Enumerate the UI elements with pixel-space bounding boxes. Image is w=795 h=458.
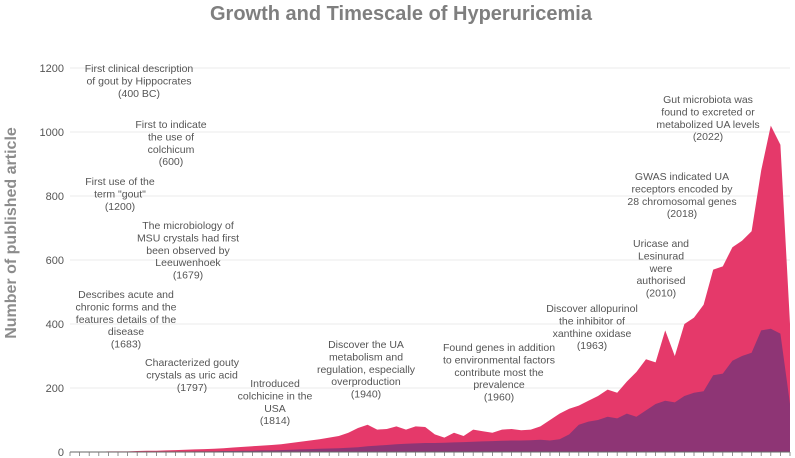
annotation-line: overproduction <box>331 376 401 388</box>
annotation-line: (2010) <box>646 288 676 300</box>
area-series <box>70 125 790 452</box>
annotation-line: (400 BC) <box>118 88 160 100</box>
y-axis-label: Number of published article <box>3 127 20 339</box>
y-tick-label: 800 <box>46 191 64 203</box>
annotation-line: Uricase and <box>633 238 689 250</box>
annotation-label: First use of the term "gout" (1200) <box>85 176 155 213</box>
y-tick-labels: 0 200 400 600 800 1000 1200 <box>40 63 64 458</box>
annotation-line: USA <box>264 403 286 415</box>
annotation-label: The microbiology of MSU crystals had firs… <box>137 220 239 282</box>
annotation-line: (2022) <box>693 131 723 143</box>
y-tick-label: 1000 <box>40 127 64 139</box>
annotation-line: chronic forms and the <box>76 301 177 313</box>
annotation-line: found to excreted or <box>661 106 755 118</box>
annotation-line: (2018) <box>667 208 697 220</box>
annotation-line: (1200) <box>105 201 135 213</box>
annotation-line: the inhibitor of <box>559 315 625 327</box>
annotation-line: (1940) <box>351 389 381 401</box>
annotation-line: 28 chromosomal genes <box>627 196 736 208</box>
annotation-line: xanthine oxidase <box>553 328 632 340</box>
annotation-label: Uricase and Lesinurad were authorised (2010) <box>633 238 689 300</box>
y-tick-label: 0 <box>58 447 64 458</box>
annotation-label: First clinical description of gout by Hip… <box>85 63 194 100</box>
annotation-line: Found genes in addition <box>443 342 555 354</box>
annotation-line: (1814) <box>260 415 290 427</box>
annotation-line: term "gout" <box>94 188 146 200</box>
chart-title: Growth and Timescale of Hyperuricemia <box>210 3 593 25</box>
annotation-line: (1960) <box>484 392 514 404</box>
annotation-line: contribute most the <box>454 367 543 379</box>
annotation-line: Lesinurad <box>638 250 684 262</box>
annotation-line: First use of the <box>85 176 155 188</box>
annotation-line: First clinical description <box>85 63 194 75</box>
annotation-label: Introduced colchicine in the USA (1814) <box>238 378 313 427</box>
annotation-line: were <box>649 263 673 275</box>
annotation-label: Describes acute and chronic forms and the… <box>76 289 177 351</box>
y-tick-label: 1200 <box>40 63 64 75</box>
annotation-label: Discover allopurinol the inhibitor of xant… <box>546 303 638 352</box>
annotations: First clinical description of gout by Hip… <box>76 63 760 427</box>
annotation-line: (600) <box>159 156 184 168</box>
annotation-line: Characterized gouty <box>145 357 240 369</box>
annotation-line: Discover allopurinol <box>546 303 638 315</box>
y-tick-label: 200 <box>46 383 64 395</box>
annotation-line: authorised <box>636 275 685 287</box>
annotation-label: Found genes in addition to environmental … <box>443 342 555 404</box>
annotation-line: Leeuwenhoek <box>155 257 221 269</box>
annotation-line: Describes acute and <box>78 289 174 301</box>
annotation-line: disease <box>108 326 144 338</box>
annotation-line: The microbiology of <box>142 220 234 232</box>
annotation-label: Discover the UA metabolism and regulation,… <box>317 339 416 401</box>
annotation-line: Gut microbiota was <box>663 94 753 106</box>
annotation-line: (1683) <box>111 339 141 351</box>
annotation-line: features details of the <box>76 314 177 326</box>
annotation-line: been observed by <box>146 245 230 257</box>
annotation-line: colchicum <box>148 144 195 156</box>
annotation-line: MSU crystals had first <box>137 232 239 244</box>
annotation-label: Characterized gouty crystals as uric acid… <box>145 357 240 394</box>
annotation-line: Introduced <box>250 378 300 390</box>
annotation-label: First to indicate the use of colchicum (600… <box>135 119 206 168</box>
x-axis <box>69 451 791 456</box>
annotation-line: receptors encoded by <box>632 183 734 195</box>
annotation-line: prevalence <box>473 379 525 391</box>
y-tick-label: 600 <box>46 255 64 267</box>
annotation-label: GWAS indicated UA receptors encoded by 28 … <box>627 171 736 220</box>
annotation-label: Gut microbiota was found to excreted or me… <box>656 94 759 143</box>
annotation-line: metabolism and <box>329 351 403 363</box>
annotation-line: colchicine in the <box>238 390 313 402</box>
annotation-line: to environmental factors <box>443 354 555 366</box>
annotation-line: metabolized UA levels <box>656 119 759 131</box>
annotation-line: (1679) <box>173 270 203 282</box>
annotation-line: (1797) <box>177 382 207 394</box>
annotation-line: of gout by Hippocrates <box>86 75 191 87</box>
annotation-line: First to indicate <box>135 119 206 131</box>
annotation-line: GWAS indicated UA <box>635 171 729 183</box>
annotation-line: regulation, especially <box>317 364 416 376</box>
annotation-line: (1963) <box>577 340 607 352</box>
annotation-line: Discover the UA <box>328 339 404 351</box>
annotation-line: the use of <box>148 131 194 143</box>
series-area-2 <box>70 328 790 452</box>
y-tick-label: 400 <box>46 319 64 331</box>
annotation-line: crystals as uric acid <box>146 369 238 381</box>
